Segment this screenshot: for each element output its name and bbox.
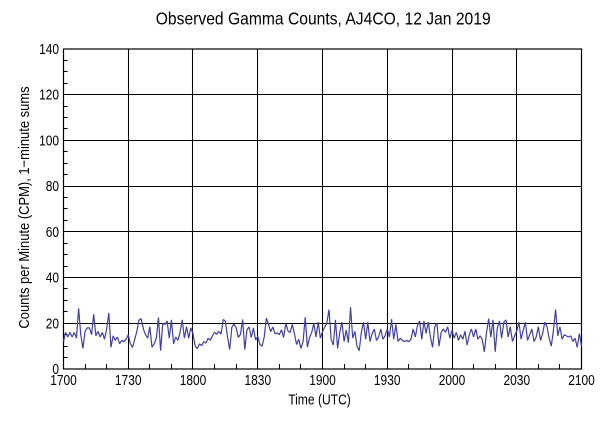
svg-text:20: 20 — [46, 315, 59, 331]
svg-text:80: 80 — [46, 178, 59, 194]
svg-text:Counts per Minute (CPM), 1−min: Counts per Minute (CPM), 1−minute sums — [16, 86, 32, 328]
svg-text:1800: 1800 — [180, 372, 207, 388]
svg-text:1830: 1830 — [245, 372, 272, 388]
svg-text:1930: 1930 — [374, 372, 401, 388]
svg-text:2100: 2100 — [568, 372, 595, 388]
svg-text:120: 120 — [39, 87, 59, 103]
svg-text:Observed Gamma Counts, AJ4CO,: Observed Gamma Counts, AJ4CO, 12 Jan 201… — [156, 8, 491, 28]
svg-text:1700: 1700 — [50, 372, 77, 388]
svg-text:60: 60 — [46, 224, 59, 240]
svg-text:1730: 1730 — [115, 372, 142, 388]
svg-text:100: 100 — [39, 132, 59, 148]
svg-text:Time (UTC): Time (UTC) — [288, 392, 351, 408]
svg-text:0: 0 — [52, 361, 59, 377]
svg-text:2030: 2030 — [504, 372, 531, 388]
svg-text:1900: 1900 — [309, 372, 336, 388]
svg-text:40: 40 — [46, 270, 59, 286]
svg-text:2000: 2000 — [439, 372, 466, 388]
svg-text:140: 140 — [39, 41, 59, 57]
